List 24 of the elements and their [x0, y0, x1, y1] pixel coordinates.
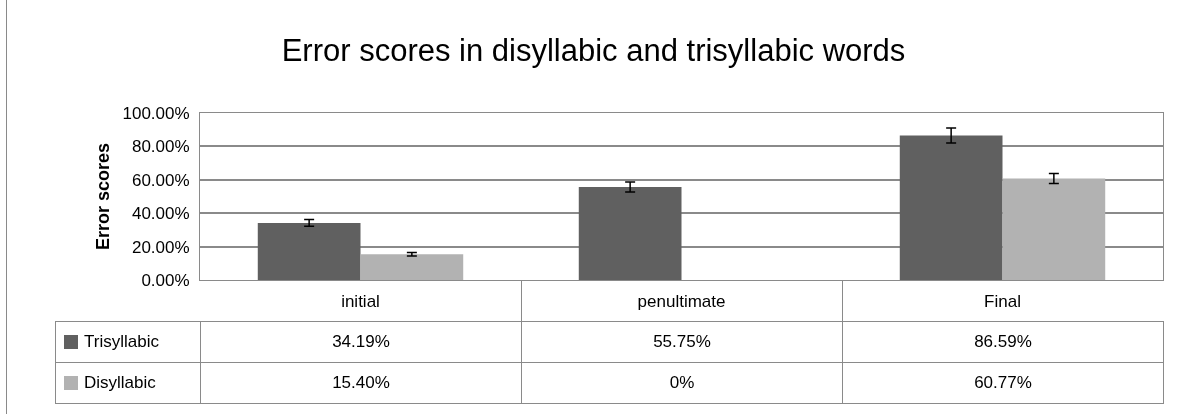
legend-label: Disyllabic: [84, 373, 156, 393]
chart-title: Error scores in disyllabic and trisyllabic words: [281, 32, 906, 68]
y-tick-label: 20.00%: [131, 237, 190, 257]
bar: [257, 222, 361, 280]
y-tick-label: 80.00%: [131, 137, 190, 157]
data-label: 55.75%: [521, 321, 843, 363]
x-tick-label: penultimate: [637, 292, 726, 312]
y-tick-label: 0.00%: [141, 270, 190, 290]
bar: [360, 254, 464, 280]
y-axis-title: Error scores: [92, 142, 113, 251]
data-label: 15.40%: [200, 362, 522, 404]
data-label: 0%: [521, 362, 843, 404]
y-tick-label: 100.00%: [122, 103, 190, 123]
legend-label: Trisyllabic: [84, 332, 159, 352]
bar: [899, 135, 1003, 280]
bar: [1002, 178, 1106, 280]
data-label: 60.77%: [842, 362, 1164, 404]
y-tick-label: 40.00%: [131, 204, 190, 224]
data-label: 86.59%: [842, 321, 1164, 363]
x-tick-label: Final: [984, 292, 1021, 312]
x-tick-label: initial: [341, 292, 380, 312]
bar: [578, 186, 682, 280]
y-tick-label: 60.00%: [131, 170, 190, 190]
data-label: 34.19%: [200, 321, 522, 363]
